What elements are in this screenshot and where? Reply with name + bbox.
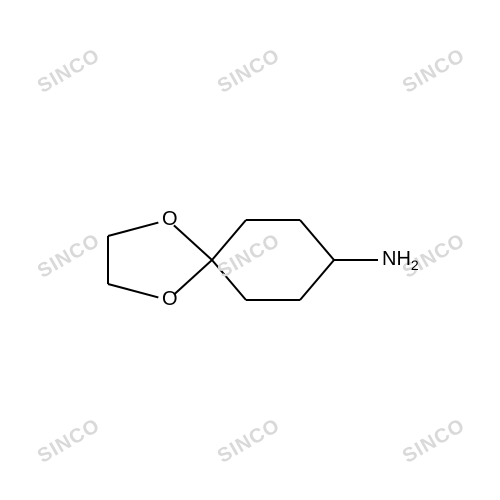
bond <box>300 220 334 260</box>
bond <box>174 225 212 260</box>
chemical-structure-image: { "canvas": { "width": 500, "height": 50… <box>0 0 500 500</box>
bond <box>108 284 158 297</box>
bond <box>212 220 246 260</box>
bond <box>300 260 334 300</box>
atom-label-N: NH2 <box>382 248 419 273</box>
atom-label-O_top: O <box>162 208 178 231</box>
bond <box>212 260 246 300</box>
bond <box>108 223 158 236</box>
bond <box>174 260 212 295</box>
atom-label-O_bot: O <box>162 288 178 311</box>
bond-layer <box>0 0 500 500</box>
